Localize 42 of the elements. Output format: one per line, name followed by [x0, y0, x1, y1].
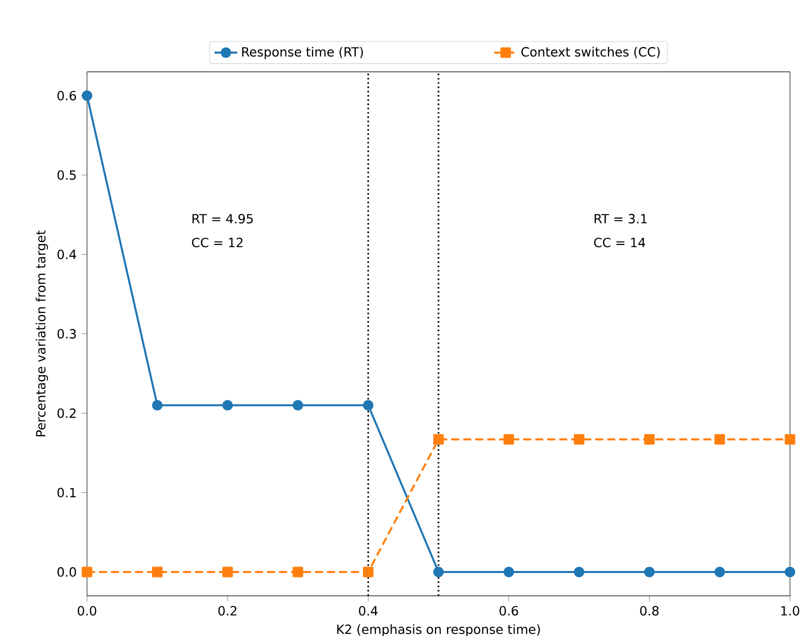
y-tick-label: 0.3 [58, 329, 76, 339]
point [644, 566, 655, 578]
y-tick-label: 0.5 [58, 170, 76, 180]
point [292, 400, 304, 411]
y-tick-label: 0.0 [58, 567, 76, 577]
point [574, 566, 584, 578]
x-tick-label: 0.6 [500, 606, 518, 616]
y-tick-label: 0.4 [58, 250, 76, 260]
x-tick-label: 0.0 [78, 606, 96, 616]
y-axis-title: Percentage variation from target [36, 230, 48, 436]
annotation: RT = 3.1 [594, 214, 647, 224]
annotation: CC = 12 [192, 238, 243, 248]
point [784, 566, 796, 578]
point [714, 566, 725, 578]
x-tick-label: 0.8 [640, 606, 659, 616]
point [362, 566, 374, 578]
point [222, 566, 233, 578]
point [504, 566, 514, 578]
annotation: CC = 14 [594, 238, 646, 248]
point [292, 566, 304, 578]
y-tick-label: 0.6 [58, 90, 76, 100]
point [574, 434, 584, 445]
point [644, 434, 655, 445]
point [152, 400, 163, 411]
x-tick-label: 0.2 [218, 606, 236, 616]
point [362, 400, 374, 411]
x-tick-label: 0.4 [358, 606, 378, 616]
point [152, 566, 163, 578]
point [714, 434, 725, 445]
annotation: RT = 4.95 [192, 214, 253, 224]
point [82, 566, 92, 578]
x-tick-label: 1.0 [781, 606, 800, 616]
point [433, 566, 444, 578]
y-tick-label: 0.1 [58, 488, 76, 498]
y-tick-label: 0.2 [58, 408, 76, 418]
point [222, 400, 233, 411]
point [504, 434, 514, 445]
point [433, 434, 444, 445]
point [82, 90, 92, 101]
legend-label: Context switches (CC) [521, 46, 660, 58]
point [784, 434, 796, 445]
legend-label: Response time (RT) [242, 46, 363, 60]
